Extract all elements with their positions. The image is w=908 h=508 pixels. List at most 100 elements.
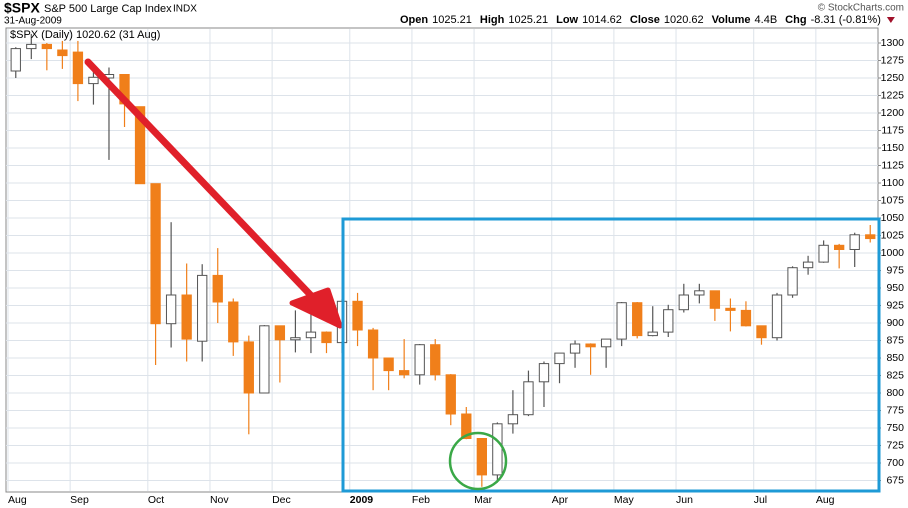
candle-body — [399, 370, 410, 376]
candle-body — [476, 438, 487, 476]
candle-body — [663, 309, 674, 333]
x-tick-label: Mar — [474, 494, 493, 506]
candle-body — [243, 341, 254, 394]
y-tick-label: 1225 — [881, 89, 905, 101]
candle-body — [802, 261, 814, 269]
candle-body — [430, 344, 441, 376]
candle-body — [10, 48, 21, 72]
highlight-box — [341, 217, 881, 493]
y-tick-label: 1050 — [881, 212, 905, 224]
y-tick-label: 775 — [886, 404, 904, 416]
candle-body — [228, 301, 239, 343]
y-tick-label: 675 — [886, 474, 904, 486]
x-tick-label: Dec — [272, 494, 291, 506]
candle-body — [383, 357, 394, 372]
candles — [10, 33, 876, 487]
candle-body — [616, 302, 627, 340]
quote-label: Volume — [712, 14, 751, 26]
candle-body — [834, 244, 845, 251]
candle-body — [818, 244, 829, 263]
candle-body — [756, 325, 767, 339]
candle-body — [181, 294, 192, 340]
down-marker — [886, 17, 895, 23]
candle-body — [787, 267, 798, 296]
quote-label: Chg — [785, 14, 806, 26]
candle-body — [414, 344, 425, 376]
candle-body — [445, 374, 456, 415]
y-tick-label: 800 — [886, 387, 904, 399]
candle-body — [134, 106, 146, 185]
y-tick-label: 1025 — [881, 229, 905, 241]
candle-body — [492, 423, 503, 476]
y-tick-label: 850 — [886, 352, 904, 364]
quote-row: Open 1025.21 High 1025.21 Low 1014.62 Close 102… — [400, 14, 895, 26]
candle-body — [849, 234, 860, 251]
x-tick-label: Sep — [70, 494, 89, 506]
quote-value: 1014.62 — [582, 14, 622, 26]
quote-value: -8.31 (-0.81%) — [811, 14, 881, 26]
y-tick-label: 1100 — [881, 177, 904, 189]
candle-body — [352, 300, 363, 331]
candle-body — [740, 309, 752, 327]
candle-body — [305, 331, 317, 339]
y-tick-label: 825 — [886, 369, 904, 381]
y-tick-label: 1175 — [881, 124, 904, 136]
candle-body — [865, 234, 876, 240]
y-tick-label: 1300 — [881, 37, 905, 49]
candle-body — [461, 413, 472, 439]
symbol: $SPX — [4, 0, 40, 16]
candle-body — [88, 76, 99, 85]
candle-body — [523, 381, 534, 416]
trend-arrow — [84, 58, 326, 311]
candle-body — [725, 307, 736, 311]
y-tick-label: 700 — [886, 457, 904, 469]
candle-body — [538, 363, 550, 383]
candle-body — [632, 302, 643, 337]
candle-body — [367, 329, 379, 359]
quote-label: Close — [630, 14, 660, 26]
y-tick-label: 925 — [886, 299, 904, 311]
y-tick-label: 1125 — [881, 159, 904, 171]
candle-body — [165, 294, 177, 325]
exchange: INDX — [173, 4, 197, 15]
x-tick-label: Jul — [754, 494, 767, 506]
date: 31-Aug-2009 — [4, 16, 62, 27]
y-tick-label: 950 — [886, 282, 904, 294]
candle-body — [321, 331, 332, 344]
x-tick-label: 2009 — [350, 494, 374, 506]
candle-body — [554, 352, 565, 365]
candle-body — [709, 290, 721, 309]
candle-body — [569, 343, 581, 354]
candle-body — [290, 337, 301, 341]
quote-value: 4.4B — [755, 14, 778, 26]
y-tick-label: 900 — [886, 317, 904, 329]
x-tick-label: Feb — [412, 494, 430, 506]
y-tick-label: 1200 — [881, 107, 905, 119]
candle-body — [678, 294, 689, 311]
candle-body — [41, 43, 52, 50]
candle-body — [585, 343, 596, 348]
x-tick-label: Aug — [816, 494, 835, 506]
x-tick-label: Nov — [210, 494, 229, 506]
candle-body — [771, 294, 783, 339]
candle-body — [259, 325, 270, 394]
candle-body — [274, 325, 286, 341]
x-tick-label: Oct — [148, 494, 164, 506]
y-tick-label: 1000 — [881, 247, 905, 259]
y-tick-label: 1250 — [881, 72, 905, 84]
x-tick-label: Aug — [8, 494, 27, 506]
y-tick-label: 1075 — [881, 194, 905, 206]
candle-body — [72, 51, 84, 85]
y-tick-label: 750 — [886, 422, 904, 434]
candle-body — [507, 414, 519, 425]
quote-label: Low — [556, 14, 578, 26]
y-tick-label: 725 — [886, 439, 904, 451]
candle-body — [212, 274, 223, 303]
y-tick-label: 1275 — [881, 54, 905, 66]
x-tick-label: Apr — [552, 494, 569, 506]
arrow-head — [289, 287, 343, 329]
y-tick-label: 1150 — [881, 142, 904, 154]
candle-body — [150, 183, 161, 325]
